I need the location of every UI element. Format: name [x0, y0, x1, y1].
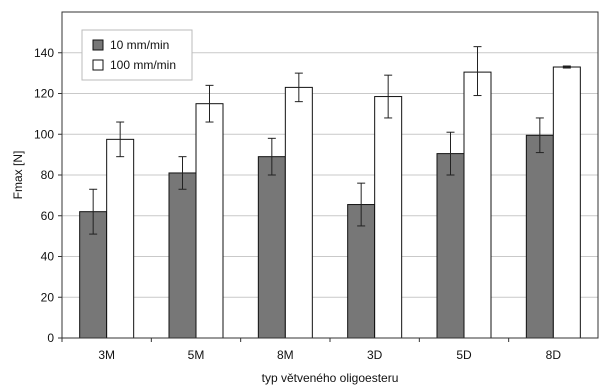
x-tick-label: 8D: [546, 348, 562, 362]
bar-5M-100: [195, 103, 224, 339]
bar-8M-10: [257, 156, 286, 339]
y-tick-label: 20: [41, 290, 55, 304]
x-tick-label: 5D: [456, 348, 472, 362]
legend: 10 mm/min 100 mm/min: [81, 29, 193, 81]
x-tick-label: 3M: [98, 348, 115, 362]
y-tick-labels: 0 20 40 60 80 100 120 140: [34, 46, 62, 345]
y-tick-label: 100: [34, 127, 54, 141]
x-tick-label: 5M: [188, 348, 205, 362]
bar-8M-100: [284, 86, 313, 339]
x-tick-label: 8M: [277, 348, 294, 362]
y-tick-label: 80: [41, 168, 55, 182]
y-tick-label: 120: [34, 87, 54, 101]
x-tick-labels: 3M 5M 8M 3D 5D 8D: [61, 338, 562, 362]
y-tick-label: 40: [41, 250, 55, 264]
y-tick-label: 140: [34, 46, 54, 60]
x-tick-label: 3D: [367, 348, 383, 362]
bar-3M-100: [106, 138, 135, 339]
error-bars: [89, 46, 571, 235]
x-axis-title: typ větveného oligoesteru: [262, 371, 399, 385]
legend-swatch-100-mm-min: [92, 59, 104, 71]
bars: [79, 66, 581, 339]
legend-label-100-mm-min: 100 mm/min: [110, 58, 176, 72]
bar-8D-100: [552, 66, 581, 339]
y-axis-title: Fmax [N]: [11, 151, 25, 200]
bar-8D-10: [525, 134, 554, 339]
grid-lines: [62, 52, 598, 298]
legend-swatch-10-mm-min: [92, 39, 104, 51]
y-tick-label: 60: [41, 209, 55, 223]
y-tick-label: 0: [47, 331, 54, 345]
bar-5D-100: [463, 71, 492, 339]
bar-5D-10: [436, 153, 465, 339]
bar-5M-10: [168, 172, 197, 339]
legend-label-10-mm-min: 10 mm/min: [110, 38, 169, 52]
bar-3D-100: [374, 96, 403, 339]
legend-box: [81, 29, 193, 81]
